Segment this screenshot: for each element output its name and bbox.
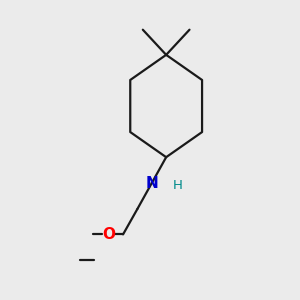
Text: O: O: [102, 227, 115, 242]
Text: H: H: [172, 179, 182, 192]
Text: N: N: [146, 176, 158, 190]
